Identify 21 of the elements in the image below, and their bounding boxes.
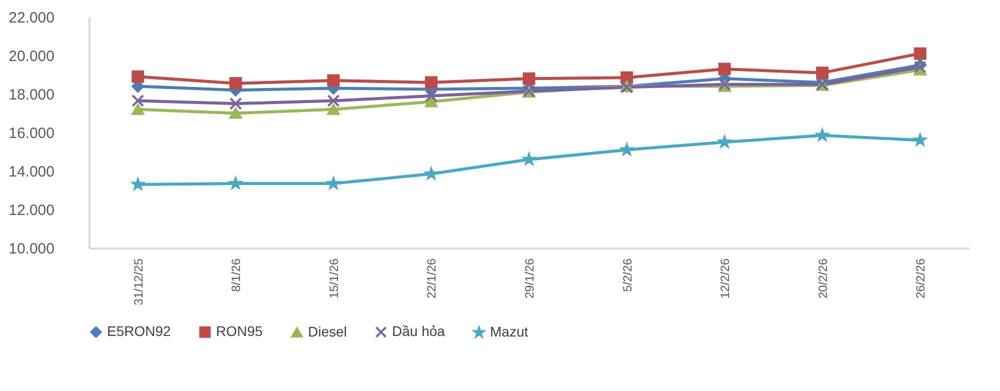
x-tick-label: 29/1/26 xyxy=(522,258,536,299)
legend-label: E5RON92 xyxy=(107,323,172,340)
x-tick-label: 20/2/26 xyxy=(816,258,830,299)
x-tick-label: 26/2/26 xyxy=(914,258,928,299)
y-tick-label: 18.000 xyxy=(8,86,54,104)
x-tick-label: 22/1/26 xyxy=(424,258,439,299)
legend-label: Mazut xyxy=(490,324,528,340)
y-tick-label: 12.000 xyxy=(8,202,54,219)
legend-label: Dầu hỏa xyxy=(392,323,446,340)
x-tick-label: 15/1/26 xyxy=(326,258,341,299)
legend-label: Diesel xyxy=(308,323,347,340)
y-tick-label: 20.000 xyxy=(8,48,54,65)
x-tick-label: 8/1/26 xyxy=(229,258,244,292)
x-tick-label: 31/12/25 xyxy=(131,258,146,306)
y-tick-label: 14.000 xyxy=(8,164,54,180)
x-tick-label: 12/2/26 xyxy=(718,258,732,299)
legend-label: RON95 xyxy=(216,323,263,340)
y-tick-label: 16.000 xyxy=(8,125,54,142)
y-tick-label: 10.000 xyxy=(8,240,54,258)
x-tick-label: 5/2/26 xyxy=(620,258,634,292)
y-tick-label: 22.000 xyxy=(8,10,54,26)
